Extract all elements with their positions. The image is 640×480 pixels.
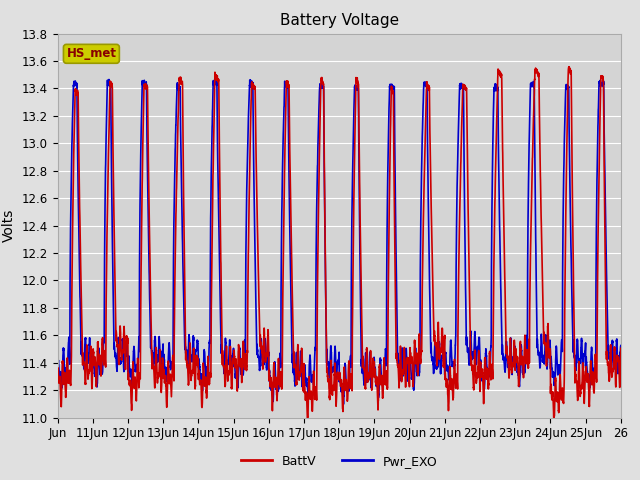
Legend: BattV, Pwr_EXO: BattV, Pwr_EXO xyxy=(236,450,443,473)
Text: HS_met: HS_met xyxy=(67,48,116,60)
Y-axis label: Volts: Volts xyxy=(2,209,16,242)
Title: Battery Voltage: Battery Voltage xyxy=(280,13,399,28)
